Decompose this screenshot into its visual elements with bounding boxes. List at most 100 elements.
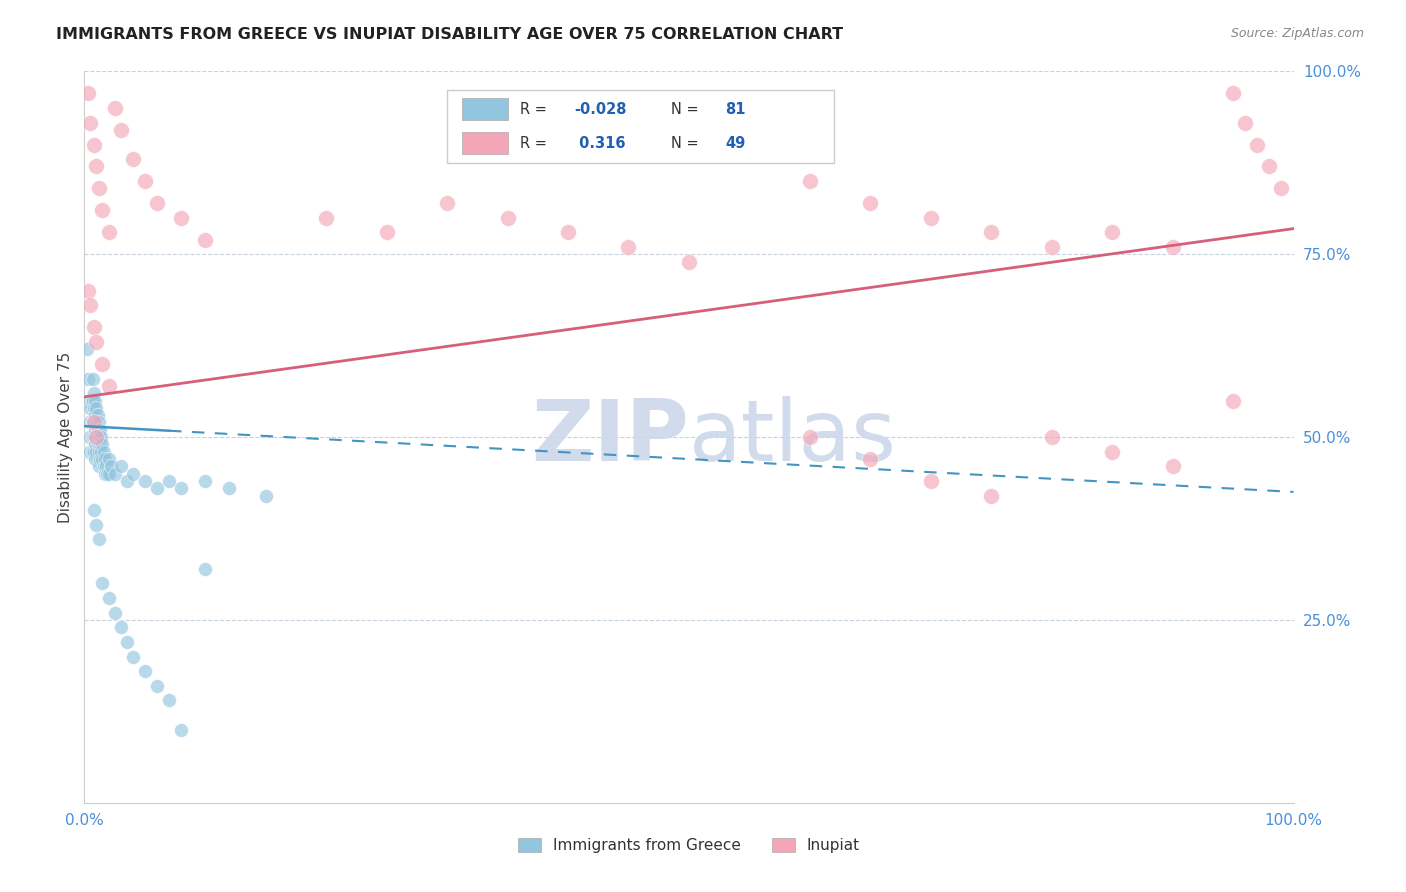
Point [87, 444, 110, 458]
Point [97, 452, 120, 467]
Point [86, 437, 108, 451]
Point [799, 430, 821, 444]
Point [1246, 137, 1268, 152]
Point [980, 225, 1002, 239]
Point [83, 401, 105, 415]
Point [1040, 240, 1063, 254]
Point [97, 225, 120, 239]
Text: N =: N = [671, 102, 699, 117]
Legend: Immigrants from Greece, Inupiat: Immigrants from Greece, Inupiat [510, 830, 868, 861]
Point [83, 137, 105, 152]
Point [980, 489, 1002, 503]
Point [134, 174, 156, 188]
Point [86, 160, 108, 174]
Y-axis label: Disability Age Over 75: Disability Age Over 75 [58, 351, 73, 523]
Point [83, 416, 105, 430]
Point [82, 444, 104, 458]
FancyBboxPatch shape [447, 90, 834, 163]
Point [96, 467, 118, 481]
Point [84, 437, 107, 451]
Point [77, 444, 100, 458]
Point [104, 606, 127, 620]
Text: atlas: atlas [689, 395, 897, 479]
Point [80, 444, 103, 458]
Point [157, 693, 180, 707]
Point [87, 416, 110, 430]
Point [799, 174, 821, 188]
Point [121, 467, 143, 481]
Point [1234, 115, 1257, 129]
Point [79, 430, 101, 444]
Point [97, 379, 120, 393]
Point [170, 211, 193, 225]
Point [110, 620, 132, 634]
Point [86, 423, 108, 437]
Point [146, 196, 169, 211]
Point [93, 444, 115, 458]
Point [86, 416, 108, 430]
Text: R =: R = [520, 102, 547, 117]
Point [77, 416, 100, 430]
Point [77, 87, 100, 101]
Text: 49: 49 [725, 136, 745, 151]
Point [218, 481, 240, 495]
Point [146, 679, 169, 693]
Point [1161, 240, 1184, 254]
Point [194, 562, 217, 576]
Point [83, 444, 105, 458]
Point [80, 416, 103, 430]
Point [110, 123, 132, 137]
Point [91, 576, 114, 591]
Point [104, 101, 127, 115]
Text: 81: 81 [725, 102, 745, 117]
Point [97, 591, 120, 605]
Point [121, 152, 143, 166]
Point [678, 254, 700, 268]
Point [134, 474, 156, 488]
Point [121, 649, 143, 664]
Point [87, 430, 110, 444]
Point [91, 357, 114, 371]
Text: ZIP: ZIP [531, 395, 689, 479]
Point [83, 503, 105, 517]
Point [86, 444, 108, 458]
Point [94, 452, 117, 467]
Point [82, 430, 104, 444]
Point [315, 211, 337, 225]
Point [83, 430, 105, 444]
Point [87, 533, 110, 547]
Point [79, 444, 101, 458]
Point [1040, 430, 1063, 444]
Point [100, 459, 122, 474]
Point [89, 452, 111, 467]
Point [86, 401, 108, 415]
Point [93, 459, 115, 474]
Point [86, 517, 108, 532]
Point [76, 343, 98, 357]
Point [254, 489, 277, 503]
Point [83, 386, 105, 401]
Point [86, 334, 108, 349]
Point [170, 481, 193, 495]
Point [920, 211, 942, 225]
Point [82, 416, 104, 430]
Point [1101, 225, 1123, 239]
Point [1222, 393, 1244, 408]
Point [77, 430, 100, 444]
Point [617, 240, 640, 254]
Point [86, 430, 108, 444]
Point [87, 181, 110, 195]
Point [94, 459, 117, 474]
Point [146, 481, 169, 495]
Point [859, 452, 882, 467]
Point [77, 393, 100, 408]
Point [1258, 160, 1281, 174]
Point [77, 284, 100, 298]
Point [1270, 181, 1292, 195]
Point [194, 474, 217, 488]
Point [91, 203, 114, 218]
Point [1222, 87, 1244, 101]
Point [79, 401, 101, 415]
Point [84, 423, 107, 437]
Text: IMMIGRANTS FROM GREECE VS INUPIAT DISABILITY AGE OVER 75 CORRELATION CHART: IMMIGRANTS FROM GREECE VS INUPIAT DISABI… [56, 27, 844, 42]
